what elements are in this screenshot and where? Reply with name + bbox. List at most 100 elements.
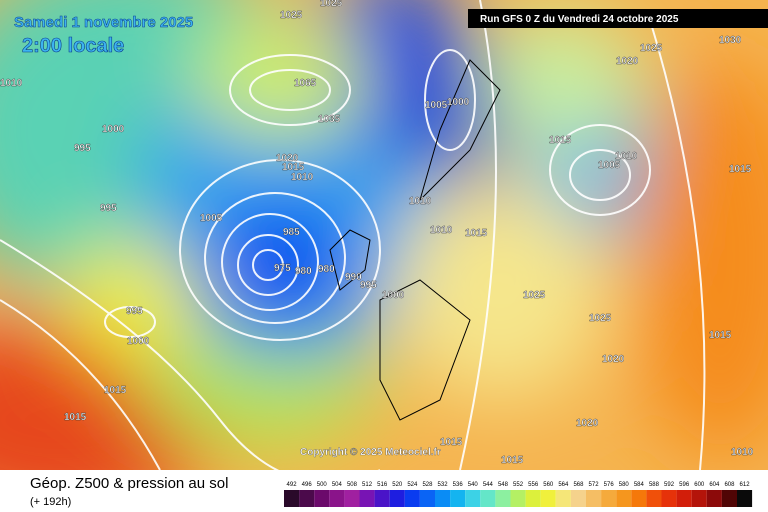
scale-label: 536 <box>453 482 464 488</box>
scale-swatch <box>359 490 375 507</box>
isobar-label: 980 <box>318 264 335 275</box>
scale-swatch <box>676 490 692 507</box>
color-scale: 492 496 500 504 508 512 516 520 524 528 532 536 540 5… <box>284 482 753 507</box>
forecast-date: Samedi 1 novembre 2025 <box>14 14 193 31</box>
scale-swatch <box>299 490 315 507</box>
scale-swatch <box>435 490 451 507</box>
scale-swatch <box>374 490 390 507</box>
scale-swatch <box>450 490 466 507</box>
scale-swatch <box>737 490 753 507</box>
isobar-label: 1015 <box>465 228 488 239</box>
isobar-label: 1005 <box>200 213 223 224</box>
isobar-label: 1025 <box>320 0 343 9</box>
run-box <box>468 9 768 28</box>
scale-label: 508 <box>347 482 358 488</box>
scale-label: 576 <box>604 482 615 488</box>
footer-title: Géop. Z500 & pression au sol <box>30 475 228 492</box>
scale-label: 600 <box>694 482 705 488</box>
isobar-label: 1015 <box>104 385 127 396</box>
scale-label: 604 <box>709 482 720 488</box>
forecast-time: 2:00 locale <box>22 35 124 57</box>
isobar-label: 1010 <box>0 78 23 89</box>
scale-label: 492 <box>287 482 298 488</box>
isobar-label: 1015 <box>709 330 732 341</box>
scale-label: 512 <box>362 482 373 488</box>
isobar-label: 1000 <box>382 290 405 301</box>
scale-swatch <box>480 490 496 507</box>
scale-label: 556 <box>528 482 539 488</box>
isobar-label: 1025 <box>523 290 546 301</box>
isobar-label: 1010 <box>731 447 754 458</box>
isobar-label: 1000 <box>447 97 470 108</box>
run-info: Run GFS 0 Z du Vendredi 24 octobre 2025 <box>480 14 679 25</box>
scale-label: 560 <box>543 482 554 488</box>
scale-swatch <box>570 490 586 507</box>
isobar-label: 1025 <box>589 313 612 324</box>
scale-swatch <box>404 490 420 507</box>
isobar-label: 1015 <box>64 412 87 423</box>
scale-label: 608 <box>724 482 735 488</box>
scale-label: 504 <box>332 482 343 488</box>
isobar-label: 975 <box>274 263 291 274</box>
scale-label: 572 <box>589 482 600 488</box>
scale-swatch <box>706 490 722 507</box>
copyright: Copyright © 2025 Meteociel.fr <box>300 447 441 458</box>
isobar-label: 995 <box>74 143 91 154</box>
scale-swatch <box>284 490 300 507</box>
isobar-label: 1015 <box>440 437 463 448</box>
scale-swatch <box>329 490 345 507</box>
scale-swatch <box>661 490 677 507</box>
scale-swatch <box>344 490 360 507</box>
scale-label: 520 <box>392 482 403 488</box>
isobar-label: 995 <box>100 203 117 214</box>
scale-label: 524 <box>407 482 418 488</box>
isobar-label: 1035 <box>318 114 341 125</box>
isobar-label: 1015 <box>282 162 305 173</box>
isobar-label: 1010 <box>430 225 453 236</box>
isobar-label: 1000 <box>102 124 125 135</box>
scale-swatch <box>601 490 617 507</box>
isobar-label: 1020 <box>576 418 599 429</box>
isobar-label: 995 <box>126 306 143 317</box>
scale-label: 596 <box>679 482 690 488</box>
isobar-label: 1065 <box>294 78 317 89</box>
scale-label: 564 <box>558 482 569 488</box>
isobar-label: 1020 <box>602 354 625 365</box>
scale-label: 500 <box>317 482 328 488</box>
scale-swatch <box>419 490 435 507</box>
scale-label: 588 <box>649 482 660 488</box>
scale-swatch <box>691 490 707 507</box>
scale-swatch <box>389 490 405 507</box>
isobar-label: 1020 <box>616 56 639 67</box>
scale-label: 552 <box>513 482 524 488</box>
isobar-label: 1015 <box>549 135 572 146</box>
isobar-label: 1000 <box>127 336 150 347</box>
scale-label: 544 <box>483 482 494 488</box>
isobar-label: 1025 <box>640 43 663 54</box>
isobar-label: 1020 <box>276 153 299 164</box>
scale-label: 496 <box>302 482 313 488</box>
isobar-label: 995 <box>360 280 377 291</box>
isobar-label: 990 <box>345 272 362 283</box>
isobar-label: 1030 <box>719 35 742 46</box>
scale-label: 592 <box>664 482 675 488</box>
scale-label: 548 <box>498 482 509 488</box>
isobar-label: 1025 <box>280 10 303 21</box>
scale-swatch <box>525 490 541 507</box>
scale-label: 540 <box>468 482 479 488</box>
isobar-label: 1015 <box>501 455 524 466</box>
scale-swatch <box>646 490 662 507</box>
isobar-label: 1010 <box>291 172 314 183</box>
scale-swatch <box>631 490 647 507</box>
scale-swatch <box>721 490 737 507</box>
scale-label: 580 <box>619 482 630 488</box>
scale-swatch <box>616 490 632 507</box>
isobar-label: 1005 <box>425 100 448 111</box>
isobar-label: 980 <box>295 266 312 277</box>
isobar-label: 1015 <box>729 164 752 175</box>
scale-label: 532 <box>438 482 449 488</box>
scale-label: 568 <box>573 482 584 488</box>
